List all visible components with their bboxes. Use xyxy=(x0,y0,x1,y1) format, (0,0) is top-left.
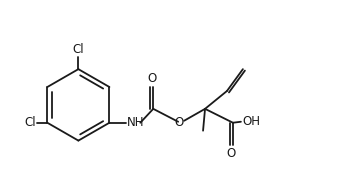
Text: O: O xyxy=(227,146,236,159)
Text: OH: OH xyxy=(242,115,260,128)
Text: O: O xyxy=(174,116,184,129)
Text: Cl: Cl xyxy=(73,43,84,56)
Text: O: O xyxy=(147,72,157,85)
Text: NH: NH xyxy=(127,116,145,129)
Text: Cl: Cl xyxy=(25,116,36,129)
